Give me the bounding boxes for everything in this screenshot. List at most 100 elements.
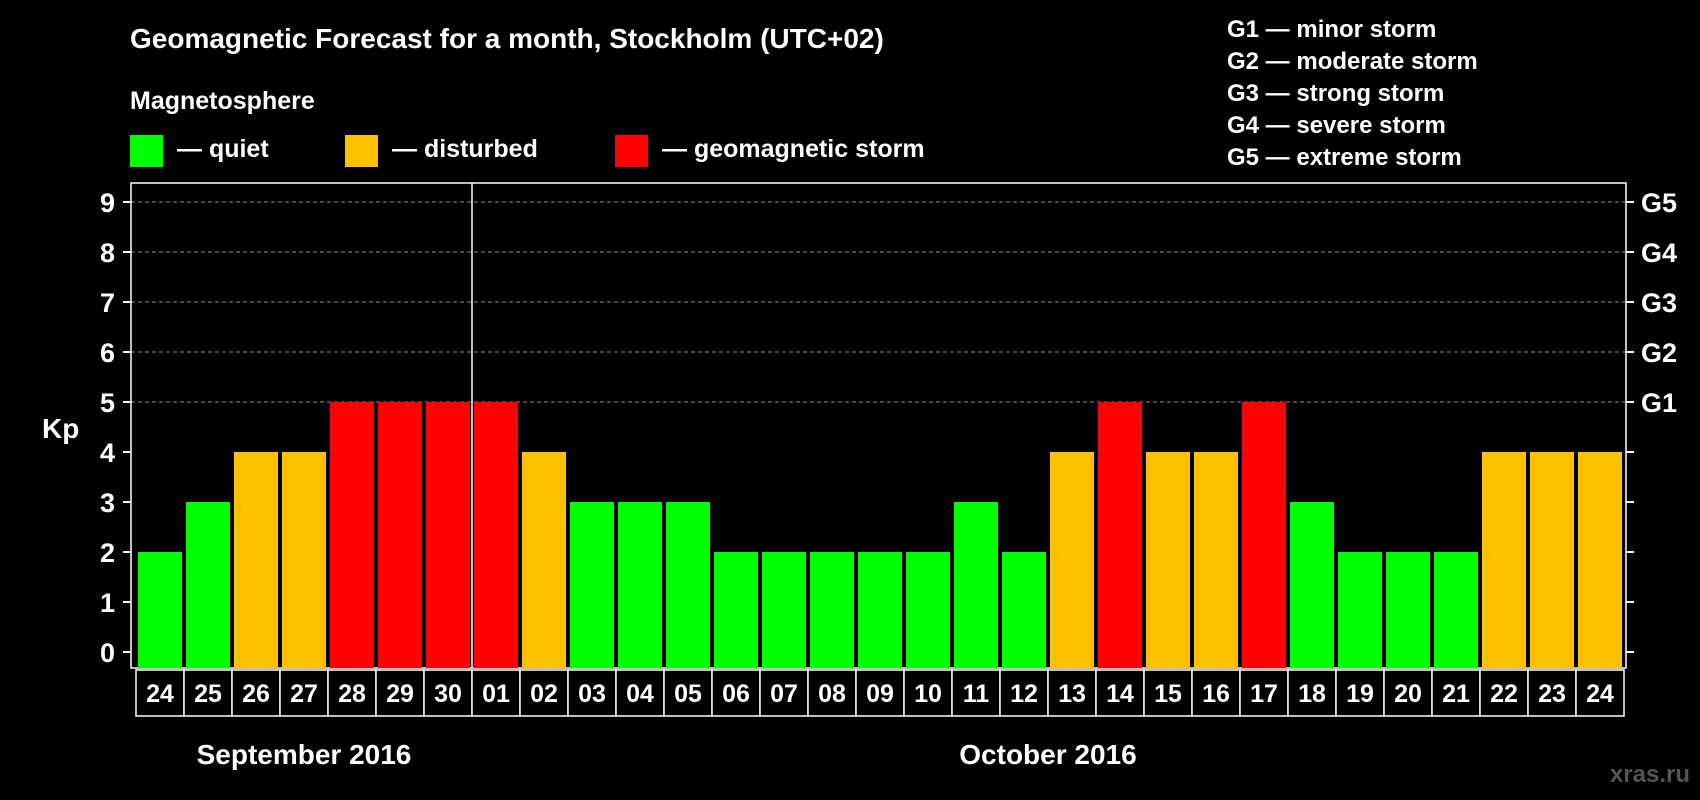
bar-30 xyxy=(1578,452,1622,668)
legend-label-0: — quiet xyxy=(177,135,269,163)
bar-16 xyxy=(906,552,950,668)
date-cell-27 xyxy=(1431,669,1481,717)
date-cell-19 xyxy=(1047,669,1097,717)
right-tick-label-0: G1 xyxy=(1641,388,1677,418)
storm-scale-item-4: G5 — extreme storm xyxy=(1227,144,1462,171)
bar-18 xyxy=(1002,552,1046,668)
x-tick-label-20: 14 xyxy=(1106,680,1134,708)
x-tick-label-10: 04 xyxy=(626,680,654,708)
bars xyxy=(138,402,1622,668)
y-tick-label-7: 7 xyxy=(100,288,115,318)
bar-8 xyxy=(522,452,566,668)
legend-title: Magnetosphere xyxy=(130,87,315,115)
y-tick-label-2: 2 xyxy=(100,538,115,568)
x-tick-label-15: 09 xyxy=(866,680,894,708)
x-tick-label-28: 22 xyxy=(1490,680,1518,708)
y-tick-label-8: 8 xyxy=(100,238,115,268)
x-tick-label-7: 01 xyxy=(482,680,510,708)
x-tick-label-23: 17 xyxy=(1250,680,1278,708)
x-tick-label-30: 24 xyxy=(1586,680,1614,708)
month-labels: September 2016 October 2016 xyxy=(197,739,1137,770)
bar-14 xyxy=(810,552,854,668)
x-tick-label-25: 19 xyxy=(1346,680,1374,708)
date-cell-29 xyxy=(1527,669,1577,717)
y-tick-label-4: 4 xyxy=(100,438,115,468)
bar-17 xyxy=(954,502,998,668)
x-tick-label-18: 12 xyxy=(1010,680,1038,708)
bar-27 xyxy=(1434,552,1478,668)
bar-20 xyxy=(1098,402,1142,668)
x-tick-label-22: 16 xyxy=(1202,680,1230,708)
x-tick-label-13: 07 xyxy=(770,680,798,708)
bar-21 xyxy=(1146,452,1190,668)
bar-12 xyxy=(714,552,758,668)
bar-24 xyxy=(1290,502,1334,668)
x-tick-label-4: 28 xyxy=(338,680,366,708)
right-tick-label-3: G4 xyxy=(1641,238,1677,268)
x-tick-label-12: 06 xyxy=(722,680,750,708)
date-cell-24 xyxy=(1287,669,1337,717)
x-tick-label-8: 02 xyxy=(530,680,558,708)
month-label-0: September 2016 xyxy=(197,739,412,770)
legend: — quiet — disturbed — geomagnetic storm xyxy=(130,135,925,167)
x-tick-label-21: 15 xyxy=(1154,680,1182,708)
date-cell-10 xyxy=(615,669,665,717)
x-tick-label-3: 27 xyxy=(290,680,318,708)
y-tick-label-3: 3 xyxy=(100,488,115,518)
x-tick-label-27: 21 xyxy=(1442,680,1470,708)
storm-scale-item-0: G1 — minor storm xyxy=(1227,16,1436,43)
bar-22 xyxy=(1194,452,1238,668)
storm-scale-legend: G1 — minor storm G2 — moderate storm G3 — … xyxy=(1227,16,1478,171)
y-tick-label-0: 0 xyxy=(100,638,115,668)
y-tick-label-6: 6 xyxy=(100,338,115,368)
x-tick-label-1: 25 xyxy=(194,680,222,708)
x-tick-label-16: 10 xyxy=(914,680,942,708)
x-tick-label-5: 29 xyxy=(386,680,414,708)
y-tick-label-1: 1 xyxy=(100,588,115,618)
x-tick-label-2: 26 xyxy=(242,680,270,708)
storm-scale-item-1: G2 — moderate storm xyxy=(1227,48,1478,75)
month-label-1: October 2016 xyxy=(959,739,1136,770)
y-tick-label-5: 5 xyxy=(100,388,115,418)
x-tick-label-26: 20 xyxy=(1394,680,1422,708)
date-cell-16 xyxy=(903,669,953,717)
x-tick-label-17: 11 xyxy=(963,680,990,708)
date-cell-20 xyxy=(1095,669,1145,717)
chart-title: Geomagnetic Forecast for a month, Stockh… xyxy=(130,23,884,54)
y-axis-ticks: 0 1 2 3 4 5 6 7 8 9 xyxy=(100,188,131,668)
y-tick-label-9: 9 xyxy=(100,188,115,218)
legend-label-2: — geomagnetic storm xyxy=(662,135,925,163)
right-tick-label-2: G3 xyxy=(1641,288,1677,318)
bar-2 xyxy=(234,452,278,668)
date-cell-6 xyxy=(423,669,473,717)
bar-7 xyxy=(474,402,518,668)
bar-1 xyxy=(186,502,230,668)
date-cell-15 xyxy=(855,669,905,717)
date-cell-14 xyxy=(807,669,857,717)
date-cell-21 xyxy=(1143,669,1193,717)
x-tick-label-14: 08 xyxy=(818,680,846,708)
x-tick-label-11: 05 xyxy=(674,680,702,708)
date-cell-18 xyxy=(999,669,1049,717)
grid-lines xyxy=(131,201,1626,403)
bar-29 xyxy=(1530,452,1574,668)
bar-13 xyxy=(762,552,806,668)
bar-23 xyxy=(1242,402,1286,668)
legend-swatch-2 xyxy=(615,135,648,167)
bar-10 xyxy=(618,502,662,668)
date-cell-13 xyxy=(759,669,809,717)
bar-5 xyxy=(378,402,422,668)
bar-0 xyxy=(138,552,182,668)
right-tick-label-4: G5 xyxy=(1641,188,1677,218)
right-axis-ticks: G1 G2 G3 G4 G5 xyxy=(1626,188,1677,653)
bar-28 xyxy=(1482,452,1526,668)
date-cell-25 xyxy=(1335,669,1385,717)
bar-4 xyxy=(330,402,374,668)
bar-3 xyxy=(282,452,326,668)
date-cell-4 xyxy=(327,669,377,717)
date-cell-0 xyxy=(135,669,185,717)
x-tick-label-0: 24 xyxy=(146,680,174,708)
date-cell-11 xyxy=(663,669,713,717)
storm-scale-item-3: G4 — severe storm xyxy=(1227,112,1446,139)
bar-19 xyxy=(1050,452,1094,668)
